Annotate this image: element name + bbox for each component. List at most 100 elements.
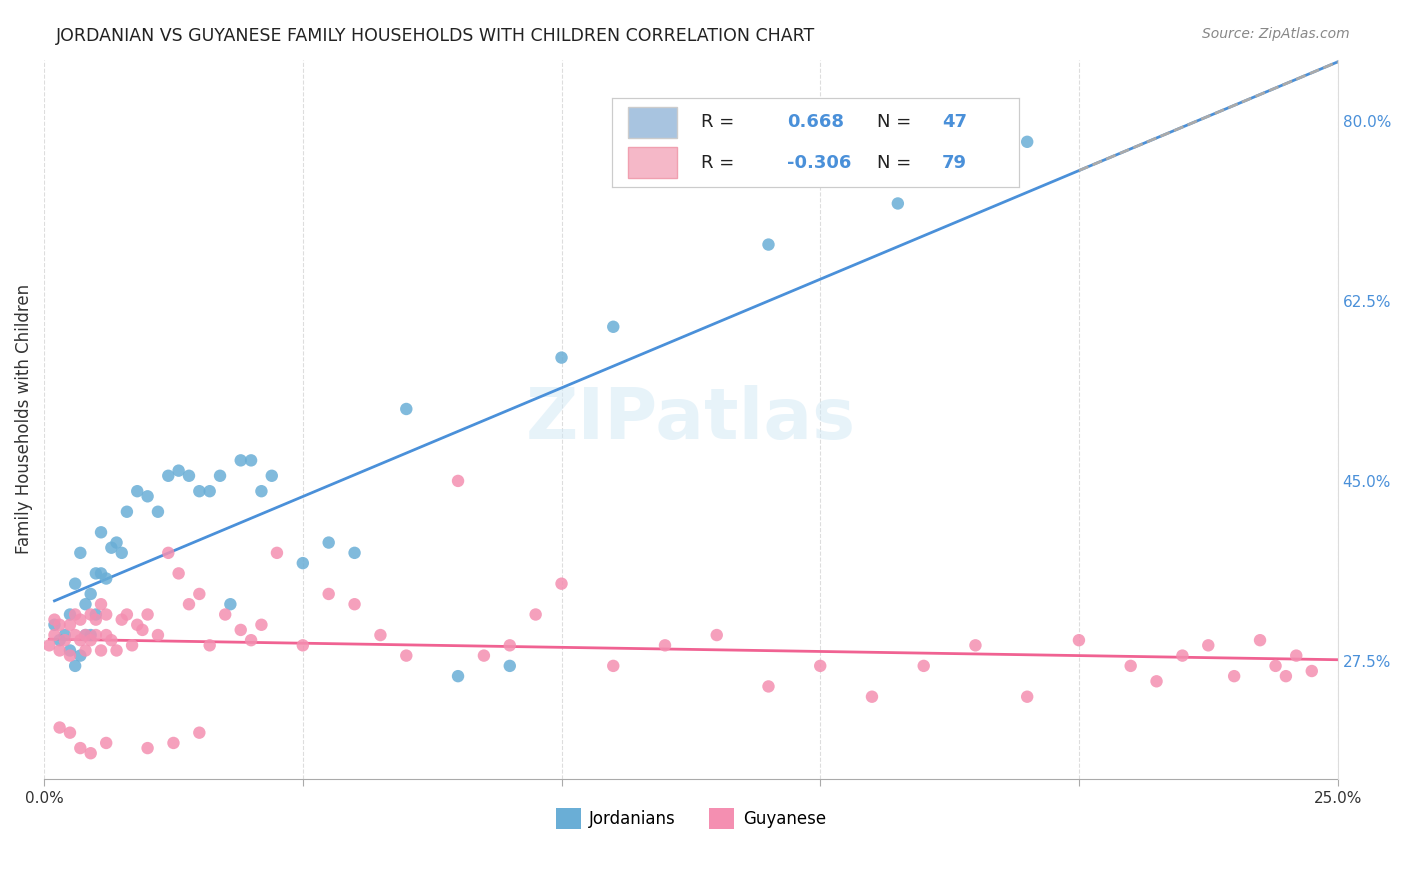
Point bbox=[90, 643, 112, 657]
Point bbox=[1119, 659, 1142, 673]
Point bbox=[157, 468, 180, 483]
Text: R =: R = bbox=[702, 113, 734, 131]
Point bbox=[167, 566, 190, 581]
Text: Source: ZipAtlas.com: Source: ZipAtlas.com bbox=[1202, 27, 1350, 41]
Point bbox=[1197, 638, 1219, 652]
Point bbox=[370, 628, 392, 642]
Point bbox=[318, 587, 340, 601]
Point bbox=[229, 453, 252, 467]
Text: R =: R = bbox=[702, 154, 734, 172]
Point bbox=[131, 623, 153, 637]
Point bbox=[90, 597, 112, 611]
Point bbox=[115, 607, 138, 622]
Point bbox=[499, 638, 522, 652]
Point bbox=[550, 351, 572, 365]
Point bbox=[229, 623, 252, 637]
Point bbox=[208, 468, 231, 483]
Legend: Jordanians, Guyanese: Jordanians, Guyanese bbox=[550, 802, 832, 835]
Point bbox=[887, 196, 910, 211]
Point bbox=[75, 628, 97, 642]
Point bbox=[177, 597, 200, 611]
Point bbox=[146, 505, 169, 519]
Point bbox=[250, 484, 273, 499]
Point bbox=[53, 628, 76, 642]
Point bbox=[84, 607, 107, 622]
Point bbox=[79, 587, 101, 601]
Point bbox=[63, 628, 86, 642]
Point bbox=[69, 633, 91, 648]
Point bbox=[1171, 648, 1194, 663]
Point bbox=[48, 643, 70, 657]
Point bbox=[167, 464, 190, 478]
Point bbox=[75, 643, 97, 657]
Point bbox=[79, 746, 101, 760]
Point bbox=[1017, 135, 1039, 149]
Point bbox=[177, 468, 200, 483]
Point bbox=[965, 638, 987, 652]
Point bbox=[79, 628, 101, 642]
Point bbox=[69, 741, 91, 756]
Point bbox=[602, 659, 624, 673]
Point bbox=[84, 628, 107, 642]
Point bbox=[75, 597, 97, 611]
Point bbox=[1017, 690, 1039, 704]
Point bbox=[63, 607, 86, 622]
Point bbox=[44, 628, 66, 642]
Point bbox=[100, 633, 122, 648]
Point bbox=[240, 453, 263, 467]
Point bbox=[90, 566, 112, 581]
Point bbox=[198, 638, 221, 652]
Y-axis label: Family Households with Children: Family Households with Children bbox=[15, 285, 32, 554]
Point bbox=[266, 546, 288, 560]
Text: 0.668: 0.668 bbox=[787, 113, 844, 131]
Point bbox=[48, 633, 70, 648]
Point bbox=[198, 484, 221, 499]
Point bbox=[69, 613, 91, 627]
Point bbox=[654, 638, 676, 652]
Text: N =: N = bbox=[877, 154, 911, 172]
Point bbox=[395, 402, 418, 417]
Point bbox=[291, 556, 314, 570]
Point bbox=[1301, 664, 1323, 678]
Point bbox=[499, 659, 522, 673]
Point bbox=[69, 648, 91, 663]
Point bbox=[808, 659, 831, 673]
Point bbox=[343, 546, 366, 560]
Point bbox=[343, 597, 366, 611]
Point bbox=[96, 607, 118, 622]
Point bbox=[59, 617, 82, 632]
Point bbox=[291, 638, 314, 652]
Point bbox=[105, 643, 128, 657]
Point bbox=[214, 607, 236, 622]
FancyBboxPatch shape bbox=[628, 107, 676, 138]
Point bbox=[38, 638, 60, 652]
Text: -0.306: -0.306 bbox=[787, 154, 851, 172]
Point bbox=[79, 607, 101, 622]
Point bbox=[1146, 674, 1168, 689]
Point bbox=[105, 535, 128, 549]
Point bbox=[395, 648, 418, 663]
Text: 79: 79 bbox=[942, 154, 967, 172]
Point bbox=[1285, 648, 1308, 663]
Point bbox=[1067, 633, 1090, 648]
Point bbox=[44, 617, 66, 632]
Point bbox=[240, 633, 263, 648]
Point bbox=[75, 628, 97, 642]
Point bbox=[79, 633, 101, 648]
Point bbox=[48, 617, 70, 632]
Point bbox=[472, 648, 495, 663]
Point bbox=[188, 587, 211, 601]
Text: 47: 47 bbox=[942, 113, 967, 131]
Point bbox=[111, 613, 134, 627]
Point bbox=[127, 617, 149, 632]
Point bbox=[63, 576, 86, 591]
Point bbox=[524, 607, 547, 622]
Point bbox=[100, 541, 122, 555]
Point bbox=[121, 638, 143, 652]
Point bbox=[90, 525, 112, 540]
Point bbox=[706, 628, 728, 642]
Text: ZIPatlas: ZIPatlas bbox=[526, 384, 856, 454]
Point bbox=[602, 319, 624, 334]
Point bbox=[250, 617, 273, 632]
Point bbox=[860, 690, 883, 704]
